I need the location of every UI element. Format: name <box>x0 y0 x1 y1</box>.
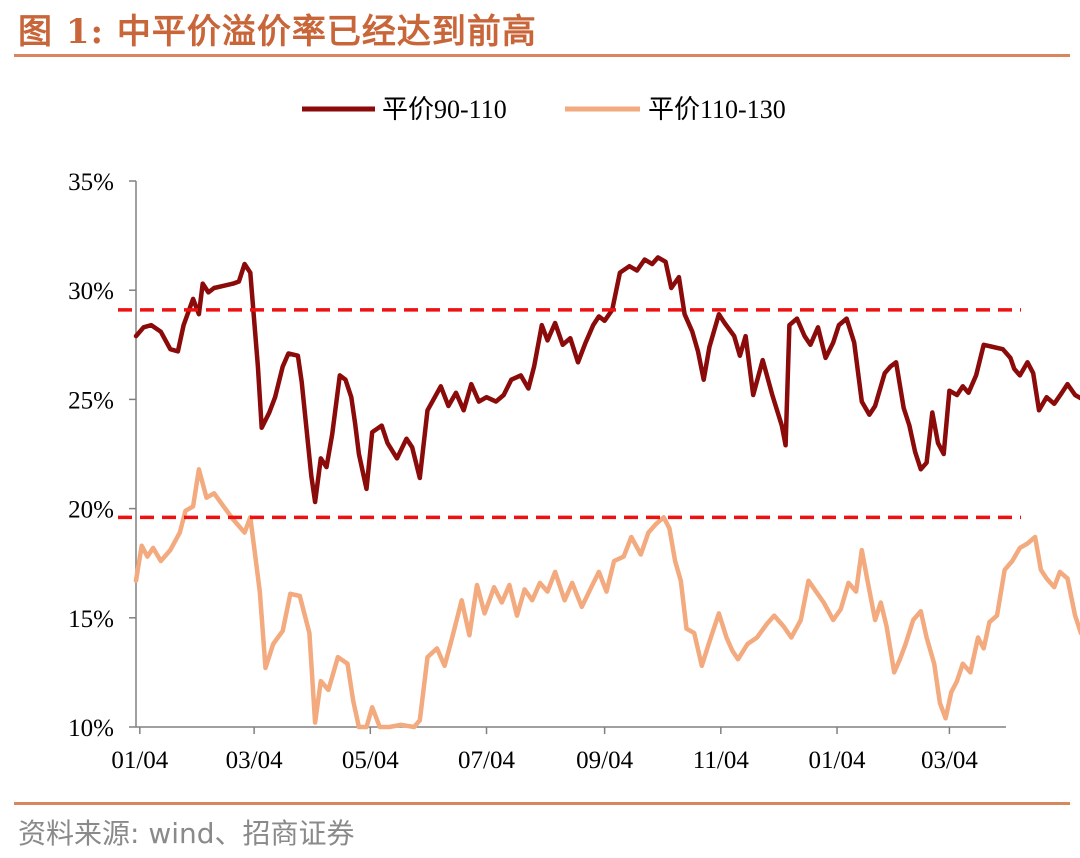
y-tick-label: 15% <box>68 606 114 633</box>
title-divider <box>14 54 1070 57</box>
x-axis: 01/04 03/04 05/04 07/04 09/04 11/04 01/04 03/04 <box>111 726 1006 774</box>
y-tick-label: 10% <box>68 715 114 742</box>
legend-label-1: 平价90-110 <box>382 95 507 124</box>
y-tick-label: 30% <box>68 278 114 305</box>
series-line-1 <box>133 255 1080 505</box>
legend-label-2: 平价110-130 <box>648 95 786 124</box>
line-chart: 平价90-110 平价110-130 35% 30% 25% 20% 15% 10% 01/… <box>68 95 1080 774</box>
y-tick-label: 20% <box>68 497 114 524</box>
series-line-2 <box>133 467 1080 730</box>
x-tick-label: 05/04 <box>342 747 399 774</box>
x-tick-label: 03/04 <box>226 747 283 774</box>
x-tick-label: 03/04 <box>921 747 978 774</box>
source-note: 资料来源: wind、招商证券 <box>18 817 355 850</box>
y-axis: 35% 30% 25% 20% 15% 10% <box>68 169 137 742</box>
y-tick-label: 35% <box>68 169 114 196</box>
legend: 平价90-110 平价110-130 <box>302 95 786 124</box>
reference-lines <box>118 308 1021 520</box>
x-tick-label: 09/04 <box>576 747 633 774</box>
footer-divider <box>14 802 1070 805</box>
figure-title: 图 1: 中平价溢价率已经达到前高 <box>18 12 537 52</box>
series-layer <box>133 255 1080 730</box>
x-tick-label: 07/04 <box>458 747 515 774</box>
x-tick-label: 11/04 <box>693 747 750 774</box>
x-tick-label: 01/04 <box>111 747 168 774</box>
x-tick-label: 01/04 <box>809 747 866 774</box>
y-tick-label: 25% <box>68 387 114 414</box>
